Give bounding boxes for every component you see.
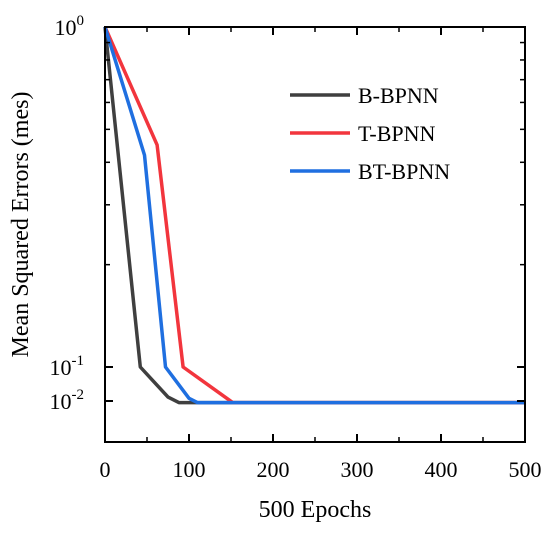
x-tick-label: 0 [100,457,111,482]
series-line-b-bpnn [103,26,525,405]
ticks-layer [104,26,526,442]
series-layer [103,26,525,405]
x-tick-label: 500 [509,457,542,482]
y-tick-label: 10-2 [50,387,85,414]
y-axis-title: Mean Squared Errors (mes) [8,92,34,358]
labels-layer: 0 100 200 300 400 500 100 10-1 10-2 [50,13,542,482]
x-tick-label: 300 [341,457,374,482]
x-tick-label: 400 [425,457,458,482]
series-line-t-bpnn [103,26,525,405]
series-line-bt-bpnn [103,26,525,405]
x-tick-label: 200 [257,457,290,482]
x-tick-label: 100 [173,457,206,482]
x-axis-title: 500 Epochs [259,497,372,523]
legend-label-bt-bpnn: BT-BPNN [358,159,450,184]
y-tick-label: 100 [55,13,85,40]
legend: B-BPNN T-BPNN BT-BPNN [290,83,450,184]
legend-label-t-bpnn: T-BPNN [358,121,436,146]
y-tick-label: 10-1 [50,353,85,380]
legend-label-b-bpnn: B-BPNN [358,83,439,108]
